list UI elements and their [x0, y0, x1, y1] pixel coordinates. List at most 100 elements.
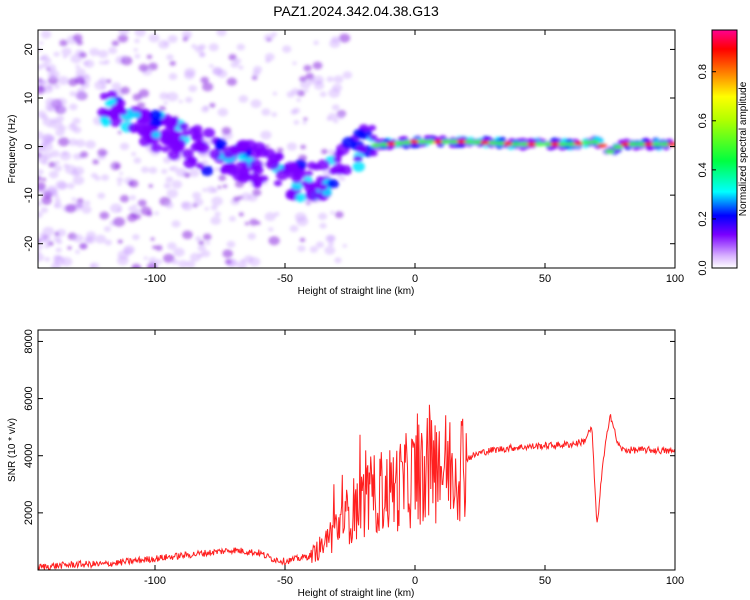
ridge-core — [402, 140, 413, 145]
ridge-blob — [335, 166, 346, 175]
noise-blob — [292, 61, 297, 66]
noise-blob — [105, 79, 112, 84]
noise-blob — [74, 249, 81, 254]
ridge-blob — [232, 169, 246, 182]
noise-blob — [41, 149, 46, 153]
noise-blob — [99, 60, 104, 65]
noise-blob — [228, 54, 237, 61]
noise-blob — [303, 117, 308, 121]
noise-blob — [211, 196, 223, 206]
noise-blob — [192, 191, 202, 200]
noise-blob — [40, 207, 49, 214]
ridge-core — [519, 141, 530, 147]
ridge-core — [534, 141, 545, 147]
noise-blob — [118, 30, 130, 36]
spectrogram-x-tick-label: 0 — [412, 273, 418, 285]
noise-blob — [38, 175, 42, 182]
noise-blob — [46, 84, 53, 90]
noise-blob — [117, 34, 129, 43]
noise-blob — [134, 53, 141, 59]
noise-blob — [334, 211, 344, 219]
noise-blob — [116, 177, 124, 183]
noise-blob — [133, 208, 141, 214]
chart-title: PAZ1.2024.342.04.38.G13 — [273, 3, 439, 19]
noise-blob — [85, 140, 96, 149]
colorbar-tick-label: 0.6 — [697, 113, 709, 128]
noise-blob — [302, 121, 307, 125]
noise-blob — [210, 216, 222, 225]
noise-blob — [97, 49, 109, 59]
noise-blob — [241, 192, 252, 201]
noise-blob — [331, 83, 343, 92]
ridge-blob — [300, 180, 309, 187]
noise-blob — [54, 203, 59, 208]
noise-blob — [167, 242, 177, 250]
noise-blob — [79, 242, 88, 250]
noise-blob — [104, 59, 110, 65]
noise-blob — [338, 33, 351, 43]
spectrogram-x-ticks: -100 -50 0 50 100 — [144, 30, 684, 285]
noise-blob — [38, 169, 44, 175]
noise-blob — [204, 207, 209, 211]
noise-blob — [289, 225, 299, 233]
noise-blob — [193, 198, 204, 207]
noise-blob — [48, 161, 57, 168]
ridge-blob — [273, 180, 283, 187]
noise-blob — [72, 117, 81, 125]
noise-blob — [99, 211, 110, 220]
noise-blob — [119, 142, 130, 151]
noise-blob — [89, 263, 95, 268]
noise-blob — [133, 157, 142, 164]
ridge-blob — [172, 144, 184, 154]
noise-blob — [45, 136, 51, 141]
noise-blob — [214, 167, 220, 172]
noise-blob — [48, 106, 54, 111]
noise-blob — [89, 47, 100, 57]
spectrogram-x-tick-label: 50 — [539, 273, 551, 285]
colorbar-tick-label: 0.8 — [697, 64, 709, 79]
noise-blob — [325, 234, 335, 243]
noise-blob — [92, 159, 99, 165]
noise-blob — [221, 126, 232, 135]
snr-x-tick-label: 50 — [539, 575, 551, 587]
noise-blob — [326, 117, 332, 121]
ridge-blob — [304, 170, 313, 177]
noise-blob — [38, 211, 43, 218]
noise-blob — [57, 182, 68, 190]
noise-blob — [134, 38, 140, 44]
ridge-blob — [127, 122, 140, 133]
ridge-core — [651, 141, 662, 147]
noise-blob — [318, 212, 328, 221]
snr-x-tick-label: -50 — [277, 575, 293, 587]
noise-blob — [205, 240, 211, 245]
ridge-blob — [115, 99, 126, 108]
noise-blob — [133, 213, 141, 220]
ridge-core — [441, 139, 452, 144]
ridge-blob — [319, 183, 328, 191]
noise-blob — [43, 57, 52, 64]
noise-blob — [154, 211, 159, 216]
ridge-blob — [368, 124, 377, 131]
noise-blob — [168, 167, 174, 171]
snr-frame — [37, 329, 676, 571]
noise-blob — [303, 64, 312, 72]
spectrogram-frame — [37, 29, 676, 269]
noise-blob — [188, 85, 198, 93]
noise-blob — [104, 239, 112, 246]
noise-blob — [305, 72, 315, 81]
ridge-blob — [333, 156, 342, 163]
noise-blob — [62, 54, 68, 59]
snr-y-tick-label: 8000 — [23, 329, 35, 353]
noise-blob — [76, 204, 82, 208]
ridge-blob — [307, 161, 317, 170]
ridge-blob — [291, 175, 302, 184]
noise-blob — [333, 119, 339, 124]
noise-blob — [265, 58, 271, 63]
noise-blob — [300, 144, 307, 150]
spectrogram-x-tick-label: -100 — [144, 273, 166, 285]
noise-blob — [217, 185, 222, 189]
ridge-blob — [168, 117, 179, 126]
noise-blob — [117, 182, 122, 186]
ridge-blob — [291, 180, 304, 191]
snr-y-label: SNR (10 * v/v) — [7, 418, 18, 482]
